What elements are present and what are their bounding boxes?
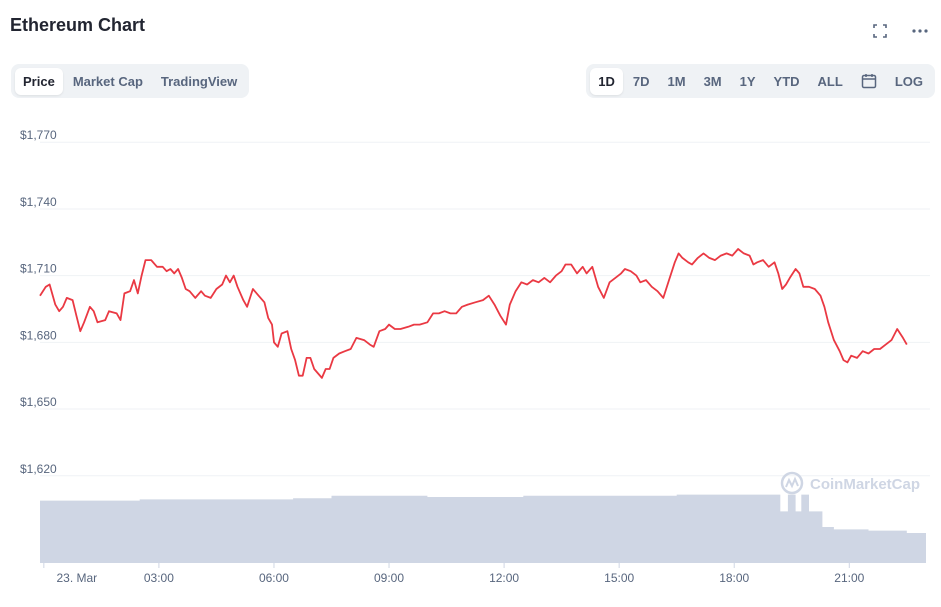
chart-title: Ethereum Chart — [10, 15, 146, 35]
watermark-text: CoinMarketCap — [810, 476, 920, 493]
y-tick-label: $1,620 — [20, 462, 57, 476]
tab-price[interactable]: Price — [15, 67, 63, 95]
price-line — [39, 248, 908, 379]
x-tick-label: 12:00 — [489, 571, 519, 585]
x-tick-label: 23. Mar — [56, 571, 97, 585]
time-range-selector: 1D 7D 1M 3M 1Y YTD ALL LOG — [586, 64, 935, 98]
x-tick-label: 06:00 — [259, 571, 289, 585]
tab-market-cap[interactable]: Market Cap — [72, 73, 143, 89]
chart-type-tabs: Price Market Cap TradingView — [11, 64, 250, 98]
fullscreen-icon[interactable] — [871, 22, 889, 40]
header-actions — [871, 22, 929, 40]
range-1d[interactable]: 1D — [590, 67, 623, 95]
range-1y[interactable]: 1Y — [739, 73, 756, 89]
tab-tradingview[interactable]: TradingView — [160, 73, 238, 89]
x-tick-label: 18:00 — [719, 571, 749, 585]
range-1m[interactable]: 1M — [667, 73, 686, 89]
range-ytd[interactable]: YTD — [773, 73, 800, 89]
y-tick-label: $1,650 — [20, 395, 57, 409]
x-tick-label: 21:00 — [834, 571, 864, 585]
x-tick-label: 03:00 — [144, 571, 174, 585]
volume-area — [40, 494, 926, 563]
y-tick-label: $1,710 — [20, 262, 57, 276]
range-3m[interactable]: 3M — [703, 73, 722, 89]
more-icon[interactable] — [911, 22, 929, 40]
range-7d[interactable]: 7D — [632, 73, 650, 89]
y-tick-label: $1,740 — [20, 195, 57, 209]
y-tick-label: $1,770 — [20, 128, 57, 142]
range-all[interactable]: ALL — [817, 73, 843, 89]
y-tick-label: $1,680 — [20, 328, 57, 342]
calendar-button[interactable] — [853, 67, 885, 95]
coinmarketcap-watermark: CoinMarketCap — [780, 471, 920, 495]
x-tick-label: 09:00 — [374, 571, 404, 585]
log-scale-toggle[interactable]: LOG — [894, 73, 923, 89]
x-tick-label: 15:00 — [604, 571, 634, 585]
coinmarketcap-logo-icon — [780, 471, 804, 495]
calendar-icon — [861, 74, 877, 89]
